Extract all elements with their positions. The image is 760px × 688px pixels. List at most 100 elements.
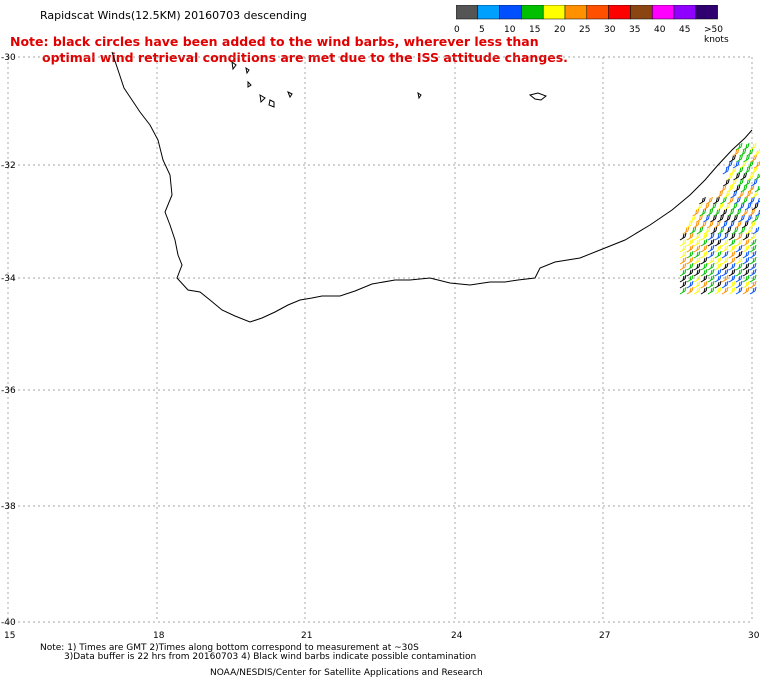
wind-barb [753, 160, 760, 169]
wind-barb [700, 238, 708, 247]
colorbar-label: >50 knots [704, 25, 729, 45]
wind-barb [742, 244, 750, 253]
wind-barb [742, 286, 750, 295]
wind-barb [721, 238, 729, 247]
wind-barb [721, 244, 729, 253]
wind-barb [742, 142, 750, 151]
wind-barb [749, 232, 757, 241]
wind-barb [716, 202, 724, 211]
wind-barb [729, 154, 736, 163]
wind-barb [735, 280, 743, 289]
wind-barb [743, 166, 751, 175]
wind-barb [693, 250, 701, 259]
wind-barb [742, 256, 750, 265]
wind-barb [738, 226, 746, 235]
wind-barb [709, 202, 717, 211]
wind-barb [755, 197, 760, 205]
wind-barb [692, 220, 700, 229]
wind-barb [714, 268, 722, 277]
wind-barb [751, 202, 759, 211]
wind-barb [746, 148, 754, 157]
wind-barb [744, 190, 752, 199]
wind-barb [693, 268, 701, 277]
wind-barb [707, 232, 715, 241]
wind-barb [700, 244, 708, 253]
wind-barb [744, 202, 752, 211]
wind-barb [735, 232, 743, 241]
wind-barb [729, 166, 737, 175]
wind-barb [686, 274, 694, 283]
wind-barb [714, 250, 722, 259]
wind-barb [721, 232, 729, 241]
wind-barb [693, 280, 701, 289]
wind-barb [699, 208, 707, 217]
wind-barb [714, 280, 722, 289]
wind-barb [742, 238, 750, 247]
wind-barb [725, 160, 733, 169]
wind-barb [700, 256, 708, 265]
longitude-label: 27 [599, 631, 610, 640]
wind-barb [752, 214, 759, 223]
wind-barb [721, 280, 729, 289]
wind-barb [721, 286, 729, 295]
wind-barb [682, 226, 690, 235]
longitude-label: 21 [301, 631, 312, 640]
wind-barb [728, 238, 736, 247]
wind-barb [728, 280, 736, 289]
wind-barb [728, 268, 736, 277]
wind-barb [720, 208, 728, 217]
wind-barb [721, 262, 729, 271]
longitude-label: 30 [748, 631, 760, 640]
wind-barb [734, 208, 742, 217]
colorbar-label: 20 [554, 25, 566, 35]
wind-barb [724, 214, 731, 223]
coastline [111, 51, 753, 323]
wind-barb [735, 256, 743, 265]
wind-barb [686, 280, 694, 289]
wind-barb [742, 280, 750, 289]
colorbar-label: 0 [454, 25, 460, 35]
wind-barb [735, 142, 743, 151]
wind-barb [700, 286, 708, 295]
longitude-label: 24 [451, 631, 463, 640]
colorbar-label: 25 [579, 25, 591, 35]
wind-barb [693, 286, 701, 295]
wind-barb [714, 238, 722, 247]
wind-barb [750, 178, 758, 187]
wind-barb [696, 226, 704, 235]
colorbar-label: 15 [529, 25, 541, 35]
wind-barb [720, 220, 728, 229]
latitude-label: -32 [1, 161, 16, 171]
colorbar-label: 5 [479, 25, 485, 35]
wind-barb [739, 160, 747, 169]
wind-barb [721, 250, 729, 259]
wind-barb [706, 196, 713, 205]
wind-barb [728, 250, 736, 259]
wind-barb [735, 286, 743, 295]
wind-barb [749, 142, 757, 151]
wind-barb [714, 256, 722, 265]
wind-barb [679, 268, 687, 277]
wind-barb [707, 274, 715, 283]
wind-barb [742, 250, 750, 259]
wind-barb [722, 178, 730, 187]
wind-barb [750, 154, 757, 163]
wind-barb [737, 202, 745, 211]
wind-barb [686, 262, 694, 271]
latitude-label: -34 [1, 274, 16, 284]
wind-barb [679, 250, 687, 259]
wind-barb [710, 226, 718, 235]
wind-barb [693, 238, 701, 247]
wind-barb [749, 286, 757, 295]
wind-barb [749, 250, 757, 259]
wind-barb [686, 238, 694, 247]
wind-barb [747, 172, 754, 181]
wind-barb [733, 184, 741, 193]
note-line-2: optimal wind retrieval conditions are me… [42, 50, 568, 65]
colorbar-label: 35 [629, 25, 641, 35]
wind-barb [707, 238, 715, 247]
wind-barb [748, 220, 756, 229]
wind-barb [695, 202, 703, 211]
wind-barb [703, 226, 711, 235]
wind-barb [700, 262, 708, 271]
